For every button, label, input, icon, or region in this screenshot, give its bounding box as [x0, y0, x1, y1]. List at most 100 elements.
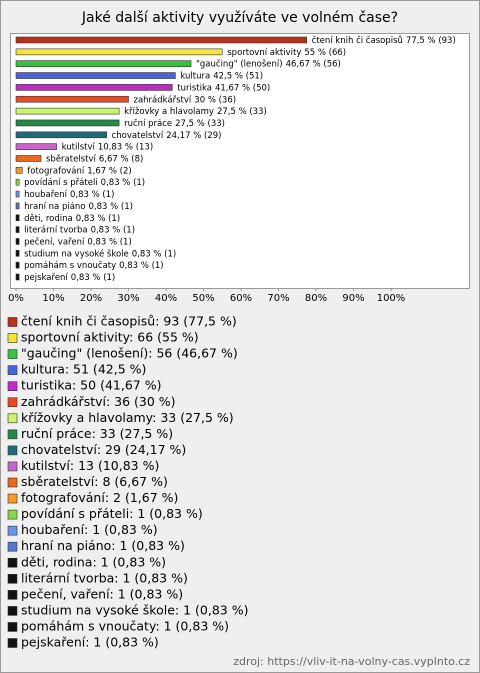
bar-value-label: 6,67 % (8): [99, 154, 143, 164]
bar-label: turistika 41,67 % (50): [177, 83, 270, 93]
legend-label: hraní na piáno: 1 (0,83 %): [21, 538, 185, 553]
bar-value-label: 24,17 % (29): [166, 130, 221, 140]
bar-value-label: 0,83 % (1): [91, 225, 135, 235]
legend-swatch: [7, 445, 18, 456]
bar-value-label: 46,67 % (56): [286, 59, 341, 69]
x-tick-label: 40%: [155, 293, 177, 304]
bar-value-label: 0,83 % (1): [101, 178, 145, 188]
bar-category: literární tvorba: [24, 225, 87, 235]
legend-label: sportovní aktivity: 66 (55 %): [21, 330, 199, 345]
bar-category: pomáhám s vnoučaty: [24, 260, 116, 271]
legend-label: čtení knih či časopisů: 93 (77,5 %): [21, 314, 237, 329]
bar-category: ruční práce: [124, 117, 172, 128]
bar-label: chovatelství 24,17 % (29): [112, 130, 222, 140]
legend-label: zahrádkářství: 36 (30 %): [21, 394, 176, 409]
bar-value-label: 27,5 % (33): [217, 107, 267, 117]
legend-label: houbaření: 1 (0,83 %): [21, 522, 158, 537]
legend-label: pečení, vaření: 1 (0,83 %): [21, 586, 183, 601]
bar-label: ruční práce 27,5 % (33): [124, 117, 225, 128]
source: zdroj: https://vliv-it-na-volny-cas.vypl…: [233, 655, 470, 668]
bar-category: sběratelství: [46, 154, 96, 164]
legend-label: pejskaření: 1 (0,83 %): [21, 635, 159, 650]
bar: [15, 107, 120, 115]
legend-label: děti, rodina: 1 (0,83 %): [21, 554, 166, 569]
legend-label: pomáhám s vnoučaty: 1 (0,83 %): [21, 618, 229, 633]
bar-value-label: 0,83 % (1): [70, 190, 114, 200]
legend-label: chovatelství: 29 (24,17 %): [21, 442, 186, 457]
chart-title: Jaké další aktivity využíváte ve volném …: [81, 10, 398, 26]
bar-category: turistika: [177, 83, 212, 93]
legend-label: ruční práce: 33 (27,5 %): [21, 426, 173, 441]
x-tick-label: 70%: [267, 293, 289, 304]
legend-swatch: [7, 557, 18, 568]
bar-value-label: 30 % (36): [194, 95, 236, 105]
bar-label: zahrádkářství 30 % (36): [134, 95, 237, 105]
legend-swatch: [7, 493, 18, 504]
bar-value-label: 27,5 % (33): [175, 118, 225, 128]
bar-value-label: 55 % (66): [304, 47, 346, 57]
legend-label: sběratelství: 8 (6,67 %): [21, 474, 168, 489]
bar: [15, 60, 192, 68]
legend-swatch: [7, 525, 18, 536]
x-tick-label: 80%: [305, 293, 327, 304]
x-tick-label: 60%: [230, 293, 252, 304]
legend-swatch: [7, 461, 18, 472]
bar-label: "gaučing" (lenošení) 46,67 % (56): [196, 58, 341, 69]
bar-label: kultura 42,5 % (51): [180, 71, 263, 81]
bar-value-label: 42,5 % (51): [213, 71, 263, 81]
x-tick-label: 20%: [80, 293, 102, 304]
bar: [15, 273, 20, 281]
bar-category: chovatelství: [112, 130, 164, 140]
bar-category: čtení knih či časopisů: [312, 35, 403, 46]
bar-category: fotografování: [27, 166, 85, 176]
legend-swatch: [7, 477, 18, 488]
x-tick-label: 90%: [342, 293, 364, 304]
bar-category: kutilství: [62, 142, 96, 152]
legend-swatch: [7, 365, 18, 375]
x-tick-label: 0%: [8, 293, 24, 304]
legend-swatch: [7, 573, 18, 584]
bar-label: pejskaření 0,83 % (1): [24, 273, 115, 283]
bar-value-label: 0,83 % (1): [76, 213, 120, 223]
bar-label: sportovní aktivity 55 % (66): [227, 47, 346, 57]
bar-category: děti, rodina: [24, 213, 73, 223]
bar: [15, 250, 20, 257]
bar: [15, 72, 176, 79]
bar-category: houbaření: [24, 190, 68, 200]
bar: [15, 190, 20, 198]
x-tick-label: 50%: [192, 293, 214, 304]
bar-value-label: 0,83 % (1): [119, 261, 163, 271]
legend-swatch: [7, 590, 18, 600]
bar-value-label: 0,83 % (1): [132, 249, 176, 259]
bar-label: pomáhám s vnoučaty 0,83 % (1): [24, 260, 164, 271]
legend-label: kutilství: 13 (10,83 %): [21, 458, 159, 473]
bar-category: pejskaření: [24, 273, 68, 283]
bar-value-label: 77,5 % (93): [406, 36, 456, 46]
legend-label: křížovky a hlavolamy: 33 (27,5 %): [21, 410, 234, 425]
bar-value-label: 0,83 % (1): [71, 273, 115, 283]
legend-swatch: [7, 333, 18, 343]
bar: [15, 238, 20, 245]
x-tick-label: 30%: [117, 293, 139, 304]
bar: [15, 48, 223, 56]
bar-label: fotografování 1,67 % (2): [27, 166, 131, 176]
bar-category: kultura: [180, 71, 210, 81]
legend-swatch: [7, 638, 18, 648]
bar-category: křížovky a hlavolamy: [124, 107, 214, 117]
bar-category: pečení, vaření: [24, 236, 85, 247]
legend-swatch: [7, 381, 18, 392]
bar-category: hraní na piáno: [24, 201, 85, 211]
bar: [15, 143, 57, 150]
legend-swatch: [7, 413, 18, 424]
legend-label: fotografování: 2 (1,67 %): [21, 490, 178, 505]
bar-label: pečení, vaření 0,83 % (1): [24, 236, 132, 247]
bar-category: "gaučing" (lenošení): [196, 58, 283, 69]
legend-swatch: [7, 429, 18, 440]
bar-label: povídání s přáteli 0,83 % (1): [24, 178, 145, 188]
bar: [15, 131, 107, 139]
bar-label: čtení knih či časopisů 77,5 % (93): [312, 35, 456, 46]
bar-category: sportovní aktivity: [227, 47, 301, 57]
bar-value-label: 41,67 % (50): [215, 83, 270, 93]
bar: [15, 36, 307, 44]
